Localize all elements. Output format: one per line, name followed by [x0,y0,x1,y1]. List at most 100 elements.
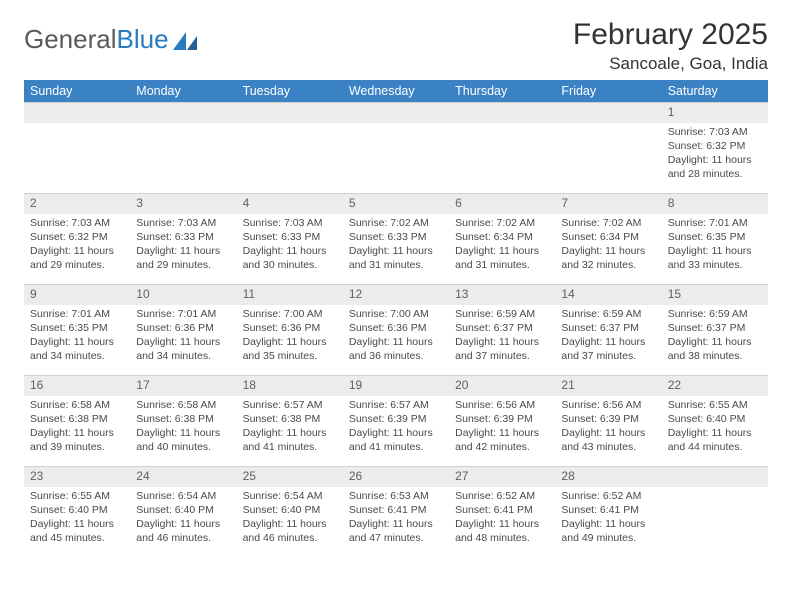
day-number: 27 [449,467,555,487]
calendar-day-cell [449,103,555,194]
calendar-day-cell: 1Sunrise: 7:03 AMSunset: 6:32 PMDaylight… [662,103,768,194]
day-info: Sunrise: 7:01 AMSunset: 6:35 PMDaylight:… [662,214,768,279]
sunset-line: Sunset: 6:40 PM [136,503,230,517]
sunrise-line: Sunrise: 7:03 AM [668,125,762,139]
location: Sancoale, Goa, India [573,54,768,74]
sunset-line: Sunset: 6:34 PM [455,230,549,244]
day-info: Sunrise: 7:03 AMSunset: 6:32 PMDaylight:… [24,214,130,279]
sunrise-line: Sunrise: 6:52 AM [455,489,549,503]
daylight-line: Daylight: 11 hours and 40 minutes. [136,426,230,454]
day-info: Sunrise: 7:02 AMSunset: 6:34 PMDaylight:… [449,214,555,279]
sunrise-line: Sunrise: 6:57 AM [243,398,337,412]
sunrise-line: Sunrise: 7:03 AM [136,216,230,230]
daylight-line: Daylight: 11 hours and 41 minutes. [243,426,337,454]
daylight-line: Daylight: 11 hours and 44 minutes. [668,426,762,454]
day-number [662,467,768,487]
sunrise-line: Sunrise: 6:59 AM [668,307,762,321]
day-number: 9 [24,285,130,305]
day-info: Sunrise: 7:03 AMSunset: 6:32 PMDaylight:… [662,123,768,188]
day-number: 26 [343,467,449,487]
sunrise-line: Sunrise: 6:56 AM [561,398,655,412]
calendar-day-cell: 20Sunrise: 6:56 AMSunset: 6:39 PMDayligh… [449,376,555,467]
daylight-line: Daylight: 11 hours and 39 minutes. [30,426,124,454]
calendar-day-cell [24,103,130,194]
day-number [130,103,236,123]
calendar-day-cell: 6Sunrise: 7:02 AMSunset: 6:34 PMDaylight… [449,194,555,285]
day-number: 11 [237,285,343,305]
sunrise-line: Sunrise: 6:56 AM [455,398,549,412]
sunrise-line: Sunrise: 6:58 AM [136,398,230,412]
sunrise-line: Sunrise: 6:59 AM [561,307,655,321]
weekday-header: Monday [130,80,236,103]
calendar-day-cell: 9Sunrise: 7:01 AMSunset: 6:35 PMDaylight… [24,285,130,376]
day-info: Sunrise: 6:56 AMSunset: 6:39 PMDaylight:… [555,396,661,461]
daylight-line: Daylight: 11 hours and 34 minutes. [30,335,124,363]
header-row: GeneralBlue February 2025 Sancoale, Goa,… [24,18,768,74]
day-info: Sunrise: 7:01 AMSunset: 6:35 PMDaylight:… [24,305,130,370]
day-info: Sunrise: 6:53 AMSunset: 6:41 PMDaylight:… [343,487,449,552]
sunrise-line: Sunrise: 7:02 AM [455,216,549,230]
daylight-line: Daylight: 11 hours and 36 minutes. [349,335,443,363]
daylight-line: Daylight: 11 hours and 30 minutes. [243,244,337,272]
day-info: Sunrise: 6:55 AMSunset: 6:40 PMDaylight:… [662,396,768,461]
sunset-line: Sunset: 6:41 PM [349,503,443,517]
sunrise-line: Sunrise: 6:59 AM [455,307,549,321]
day-number: 24 [130,467,236,487]
day-number [237,103,343,123]
calendar-day-cell: 12Sunrise: 7:00 AMSunset: 6:36 PMDayligh… [343,285,449,376]
day-info: Sunrise: 6:52 AMSunset: 6:41 PMDaylight:… [555,487,661,552]
sunrise-line: Sunrise: 7:00 AM [349,307,443,321]
daylight-line: Daylight: 11 hours and 49 minutes. [561,517,655,545]
day-number: 2 [24,194,130,214]
calendar-day-cell: 27Sunrise: 6:52 AMSunset: 6:41 PMDayligh… [449,467,555,558]
calendar-day-cell: 3Sunrise: 7:03 AMSunset: 6:33 PMDaylight… [130,194,236,285]
sunset-line: Sunset: 6:34 PM [561,230,655,244]
day-number: 3 [130,194,236,214]
daylight-line: Daylight: 11 hours and 29 minutes. [30,244,124,272]
day-info: Sunrise: 6:55 AMSunset: 6:40 PMDaylight:… [24,487,130,552]
sunset-line: Sunset: 6:39 PM [561,412,655,426]
calendar-day-cell: 25Sunrise: 6:54 AMSunset: 6:40 PMDayligh… [237,467,343,558]
calendar-day-cell: 17Sunrise: 6:58 AMSunset: 6:38 PMDayligh… [130,376,236,467]
calendar-day-cell: 24Sunrise: 6:54 AMSunset: 6:40 PMDayligh… [130,467,236,558]
daylight-line: Daylight: 11 hours and 33 minutes. [668,244,762,272]
calendar-day-cell [555,103,661,194]
day-number: 6 [449,194,555,214]
sunset-line: Sunset: 6:40 PM [243,503,337,517]
sunrise-line: Sunrise: 7:02 AM [349,216,443,230]
daylight-line: Daylight: 11 hours and 47 minutes. [349,517,443,545]
calendar-day-cell: 13Sunrise: 6:59 AMSunset: 6:37 PMDayligh… [449,285,555,376]
sunset-line: Sunset: 6:38 PM [243,412,337,426]
daylight-line: Daylight: 11 hours and 46 minutes. [243,517,337,545]
calendar-day-cell: 15Sunrise: 6:59 AMSunset: 6:37 PMDayligh… [662,285,768,376]
sunrise-line: Sunrise: 6:52 AM [561,489,655,503]
calendar-day-cell: 4Sunrise: 7:03 AMSunset: 6:33 PMDaylight… [237,194,343,285]
daylight-line: Daylight: 11 hours and 37 minutes. [561,335,655,363]
calendar-table: Sunday Monday Tuesday Wednesday Thursday… [24,80,768,557]
day-number [24,103,130,123]
daylight-line: Daylight: 11 hours and 31 minutes. [455,244,549,272]
daylight-line: Daylight: 11 hours and 38 minutes. [668,335,762,363]
daylight-line: Daylight: 11 hours and 43 minutes. [561,426,655,454]
day-number: 17 [130,376,236,396]
day-info: Sunrise: 7:03 AMSunset: 6:33 PMDaylight:… [130,214,236,279]
calendar-day-cell: 14Sunrise: 6:59 AMSunset: 6:37 PMDayligh… [555,285,661,376]
sunset-line: Sunset: 6:39 PM [455,412,549,426]
day-number [449,103,555,123]
day-info: Sunrise: 6:59 AMSunset: 6:37 PMDaylight:… [662,305,768,370]
day-number: 16 [24,376,130,396]
day-info: Sunrise: 7:02 AMSunset: 6:34 PMDaylight:… [555,214,661,279]
day-number: 4 [237,194,343,214]
day-number: 18 [237,376,343,396]
day-number: 15 [662,285,768,305]
sunset-line: Sunset: 6:35 PM [30,321,124,335]
calendar-day-cell: 7Sunrise: 7:02 AMSunset: 6:34 PMDaylight… [555,194,661,285]
calendar-day-cell: 2Sunrise: 7:03 AMSunset: 6:32 PMDaylight… [24,194,130,285]
day-info: Sunrise: 6:57 AMSunset: 6:38 PMDaylight:… [237,396,343,461]
day-number: 10 [130,285,236,305]
day-number: 25 [237,467,343,487]
logo-text-2: Blue [117,24,169,55]
calendar-day-cell: 28Sunrise: 6:52 AMSunset: 6:41 PMDayligh… [555,467,661,558]
day-info: Sunrise: 7:00 AMSunset: 6:36 PMDaylight:… [343,305,449,370]
logo-text-1: General [24,24,117,55]
